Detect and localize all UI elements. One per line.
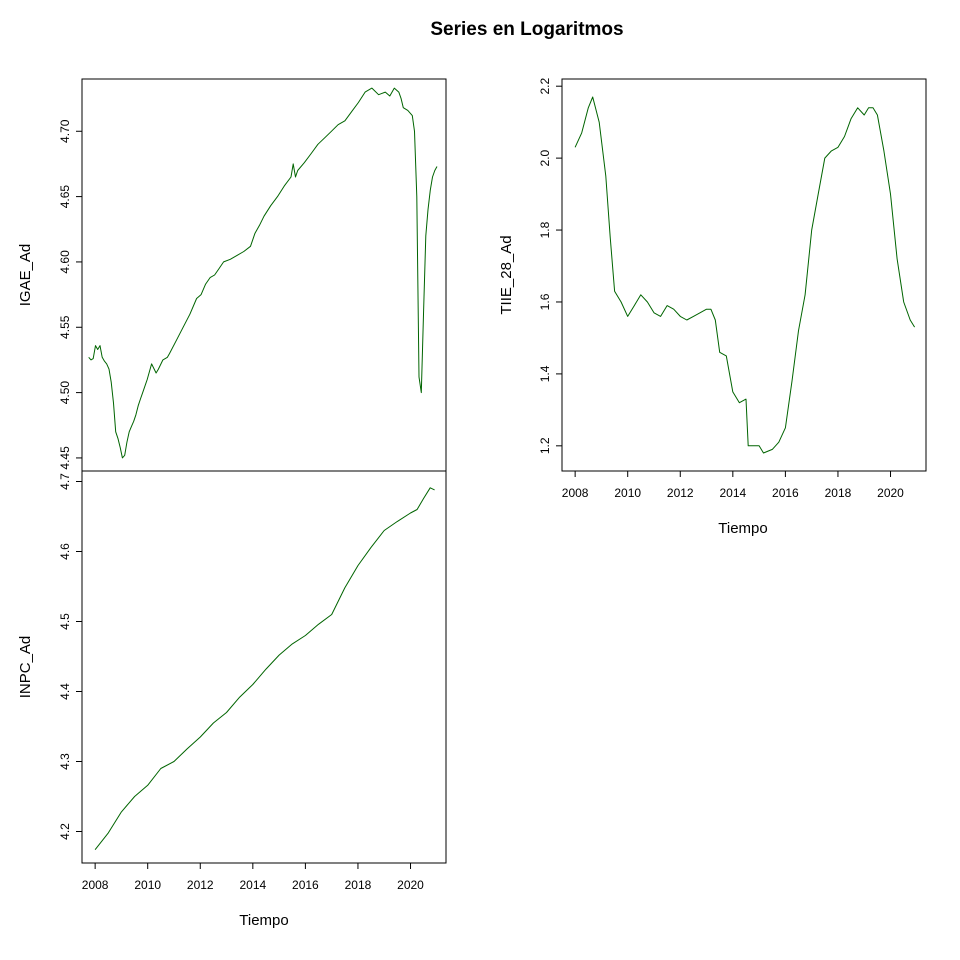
igae-y-tick-label: 4.65 xyxy=(58,185,72,209)
inpc-x-tick-label: 2012 xyxy=(187,878,214,892)
igae-y-tick-label: 4.55 xyxy=(58,315,72,339)
inpc-series-line xyxy=(94,487,435,851)
inpc-x-tick-label: 2018 xyxy=(345,878,372,892)
tiie-x-tick-label: 2016 xyxy=(772,486,799,500)
igae-series-line xyxy=(88,87,438,459)
panel-tiie: TIIE_28_Ad Tiempo 1.2 1.4 1.6 1.8 2.0 2.2 2008… xyxy=(498,78,927,537)
inpc-x-tick-label: 2010 xyxy=(134,878,161,892)
igae-y-axis-title: IGAE_Ad xyxy=(17,244,34,307)
tiie-x-tick-label: 2020 xyxy=(877,486,904,500)
main-title: Series en Logaritmos xyxy=(430,19,623,40)
tiie-y-tick-label: 2.0 xyxy=(538,149,552,166)
inpc-x-tick-label: 2008 xyxy=(82,878,109,892)
tiie-plot-frame xyxy=(561,78,927,472)
tiie-y-axis-title: TIIE_28_Ad xyxy=(498,235,515,314)
tiie-x-tick-label: 2010 xyxy=(614,486,641,500)
inpc-x-tick-label: 2016 xyxy=(292,878,319,892)
igae-y-tick-label: 4.70 xyxy=(58,119,72,143)
igae-ticks: 4.45 4.50 4.55 4.60 4.65 4.70 xyxy=(58,119,82,470)
tiie-y-tick-label: 1.4 xyxy=(538,365,552,382)
inpc-plot-frame xyxy=(81,470,447,864)
tiie-x-tick-label: 2008 xyxy=(562,486,589,500)
inpc-y-tick-label: 4.4 xyxy=(58,683,72,700)
inpc-x-tick-label: 2020 xyxy=(397,878,424,892)
tiie-y-tick-label: 1.6 xyxy=(538,293,552,310)
tiie-y-tick-label: 1.8 xyxy=(538,221,552,238)
inpc-y-tick-label: 4.7 xyxy=(58,473,72,490)
inpc-ticks: 4.2 4.3 4.4 4.5 4.6 4.7 2008 2010 2012 2014 2016 20… xyxy=(58,473,424,892)
tiie-y-tick-label: 1.2 xyxy=(538,437,552,454)
inpc-y-tick-label: 4.2 xyxy=(58,823,72,840)
inpc-x-axis-title: Tiempo xyxy=(239,912,288,929)
inpc-y-axis-title: INPC_Ad xyxy=(17,636,34,699)
tiie-ticks: 1.2 1.4 1.6 1.8 2.0 2.2 2008 2010 2012 2014 2016 20… xyxy=(538,78,904,500)
inpc-y-tick-label: 4.3 xyxy=(58,753,72,770)
panel-inpc: INPC_Ad Tiempo 4.2 4.3 4.4 4.5 4.6 4.7 2008 201… xyxy=(17,470,447,929)
tiie-x-tick-label: 2018 xyxy=(825,486,852,500)
tiie-x-tick-label: 2014 xyxy=(719,486,746,500)
tiie-y-tick-label: 2.2 xyxy=(538,78,552,95)
tiie-series-line xyxy=(574,96,916,454)
igae-y-tick-label: 4.50 xyxy=(58,381,72,405)
igae-y-tick-label: 4.60 xyxy=(58,250,72,274)
inpc-y-tick-label: 4.5 xyxy=(58,613,72,630)
inpc-y-tick-label: 4.6 xyxy=(58,543,72,560)
tiie-x-axis-title: Tiempo xyxy=(718,520,767,537)
igae-y-tick-label: 4.45 xyxy=(58,446,72,470)
inpc-x-tick-label: 2014 xyxy=(239,878,266,892)
tiie-x-tick-label: 2012 xyxy=(667,486,694,500)
